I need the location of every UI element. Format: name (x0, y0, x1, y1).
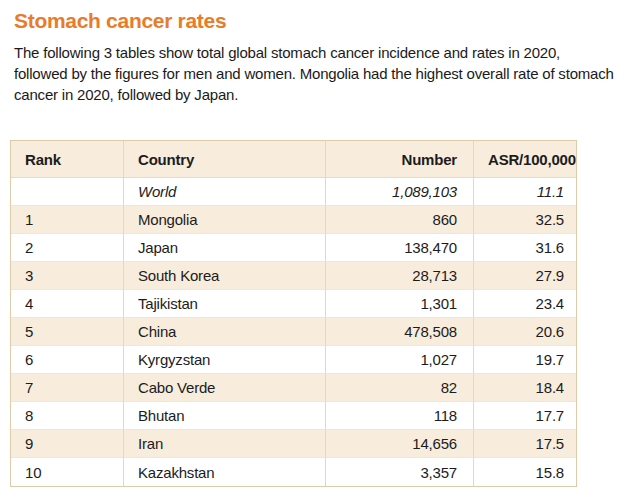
rank-cell: 1 (11, 206, 124, 234)
asr-cell: 32.5 (474, 206, 576, 234)
table-row: 1Mongolia86032.5 (11, 206, 576, 234)
asr-cell: 19.7 (474, 346, 576, 374)
page-title: Stomach cancer rates (14, 8, 617, 34)
table-row: 2Japan138,47031.6 (11, 234, 576, 262)
asr-cell: 27.9 (474, 262, 576, 290)
number-cell: 14,656 (326, 430, 474, 458)
rank-cell: 9 (11, 430, 124, 458)
country-cell: Bhutan (124, 402, 326, 430)
table-row: 6Kyrgyzstan1,02719.7 (11, 346, 576, 374)
rank-cell: 10 (11, 458, 124, 486)
number-cell: 82 (326, 374, 474, 402)
country-cell: World (124, 178, 326, 206)
country-cell: Iran (124, 430, 326, 458)
table-row: 5China478,50820.6 (11, 318, 576, 346)
rank-cell: 8 (11, 402, 124, 430)
stomach-cancer-rates-table: Rank Country Number ASR/100,000 World1,0… (10, 140, 577, 487)
rank-cell: 4 (11, 290, 124, 318)
table-row: 7Cabo Verde8218.4 (11, 374, 576, 402)
country-cell: Tajikistan (124, 290, 326, 318)
table-header-row: Rank Country Number ASR/100,000 (11, 141, 576, 178)
country-cell: Cabo Verde (124, 374, 326, 402)
intro-paragraph: The following 3 tables show total global… (14, 42, 614, 105)
table-row: 3South Korea28,71327.9 (11, 262, 576, 290)
asr-cell: 15.8 (474, 458, 576, 486)
column-header-country: Country (124, 141, 326, 178)
asr-cell: 18.4 (474, 374, 576, 402)
table-row: 4Tajikistan1,30123.4 (11, 290, 576, 318)
table-row: World1,089,10311.1 (11, 178, 576, 206)
rank-cell: 2 (11, 234, 124, 262)
article: Stomach cancer rates The following 3 tab… (0, 0, 631, 500)
country-cell: Kazakhstan (124, 458, 326, 486)
number-cell: 1,301 (326, 290, 474, 318)
table-body: World1,089,10311.11Mongolia86032.52Japan… (11, 178, 576, 486)
rank-cell: 6 (11, 346, 124, 374)
asr-cell: 11.1 (474, 178, 576, 206)
number-cell: 138,470 (326, 234, 474, 262)
country-cell: Mongolia (124, 206, 326, 234)
asr-cell: 23.4 (474, 290, 576, 318)
asr-cell: 17.7 (474, 402, 576, 430)
table-header: Rank Country Number ASR/100,000 (11, 141, 576, 178)
table-row: 8Bhutan11817.7 (11, 402, 576, 430)
number-cell: 478,508 (326, 318, 474, 346)
asr-cell: 20.6 (474, 318, 576, 346)
rank-cell (11, 178, 124, 206)
country-cell: Kyrgyzstan (124, 346, 326, 374)
column-header-asr: ASR/100,000 (474, 141, 576, 178)
number-cell: 860 (326, 206, 474, 234)
number-cell: 3,357 (326, 458, 474, 486)
number-cell: 28,713 (326, 262, 474, 290)
rank-cell: 7 (11, 374, 124, 402)
table-row: 10Kazakhstan3,35715.8 (11, 458, 576, 486)
number-cell: 1,027 (326, 346, 474, 374)
country-cell: South Korea (124, 262, 326, 290)
rank-cell: 3 (11, 262, 124, 290)
column-header-number: Number (326, 141, 474, 178)
asr-cell: 17.5 (474, 430, 576, 458)
number-cell: 118 (326, 402, 474, 430)
rank-cell: 5 (11, 318, 124, 346)
number-cell: 1,089,103 (326, 178, 474, 206)
country-cell: China (124, 318, 326, 346)
asr-cell: 31.6 (474, 234, 576, 262)
country-cell: Japan (124, 234, 326, 262)
table-row: 9Iran14,65617.5 (11, 430, 576, 458)
column-header-rank: Rank (11, 141, 124, 178)
